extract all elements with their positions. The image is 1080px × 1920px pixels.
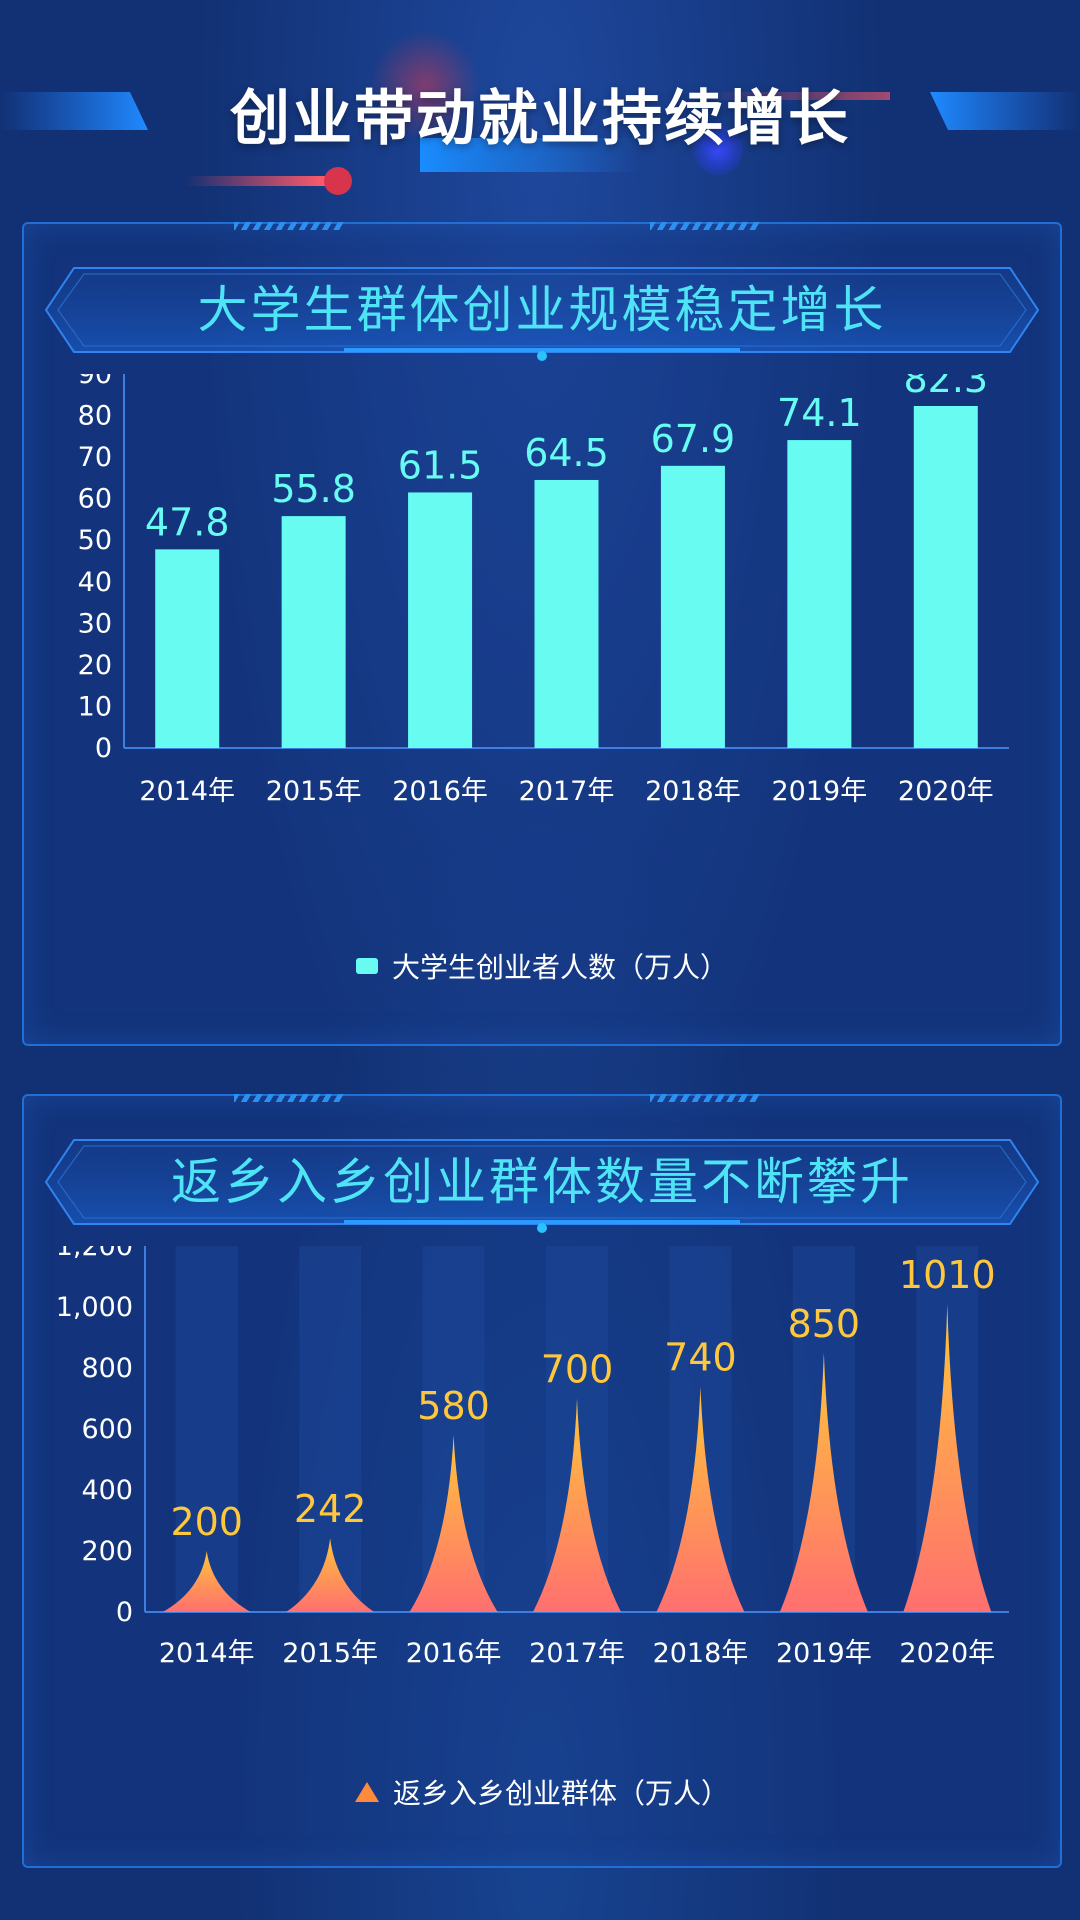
chart2-peak-chart: 0 200 400 600 800 1,000 1,200 200 2014年 242 2015年 5… xyxy=(56,1246,1009,1669)
chart1-bar xyxy=(408,492,473,748)
chart1-legend-swatch xyxy=(355,958,378,974)
chart1-y-tick-label: 70 xyxy=(78,442,112,473)
header: 创业带动就业持续增长 xyxy=(0,0,1080,200)
chart1-data-label: 64.5 xyxy=(524,431,609,475)
chart2-y-tick-label: 800 xyxy=(81,1353,133,1384)
chart1-y-tick-label: 20 xyxy=(78,650,112,681)
chart2-banner-frame xyxy=(44,1139,1040,1233)
chart1-x-tick-label: 2015年 xyxy=(266,776,362,807)
chart1-y-tick-label: 0 xyxy=(95,733,112,764)
chart2-peak xyxy=(656,1386,745,1612)
chart2-peak xyxy=(286,1538,375,1612)
chart2-y-tick-label: 400 xyxy=(81,1475,133,1506)
chart1-y-tick-label: 90 xyxy=(78,374,112,390)
chart1-y-tick-label: 30 xyxy=(78,608,112,639)
chart2-data-label: 740 xyxy=(664,1335,737,1379)
chart2-peak xyxy=(533,1398,621,1612)
chart1-legend-label: 大学生创业者人数（万人） xyxy=(391,951,728,984)
chart1-y-tick-label: 10 xyxy=(78,691,112,722)
chart2-x-tick-label: 2016年 xyxy=(406,1638,502,1669)
chart2-y-tick-label: 600 xyxy=(81,1414,133,1445)
chart2-x-tick-label: 2015年 xyxy=(282,1638,378,1669)
chart2-legend-triangle xyxy=(354,1782,379,1802)
chart1-bar-chart: 0 10 20 30 40 50 60 70 80 90 47.8 2014年 55.8 2015年 61.… xyxy=(78,374,1009,807)
chart1-data-label: 82.3 xyxy=(903,374,988,401)
chart1-y-tick-label: 60 xyxy=(78,484,112,515)
chart1-y-tick-label: 40 xyxy=(78,567,112,598)
chart1-data-label: 74.1 xyxy=(777,391,862,435)
chart1-y-tick-label: 50 xyxy=(78,525,112,556)
panel-tab-left xyxy=(234,222,344,230)
chart2-x-tick-label: 2014年 xyxy=(159,1638,255,1669)
chart1-title: 大学生群体创业规模稳定增长 xyxy=(197,281,887,339)
chart2-peak xyxy=(162,1551,251,1612)
chart1-bar xyxy=(281,516,346,748)
chart2-peak xyxy=(903,1303,992,1612)
chart1-x-tick-label: 2020年 xyxy=(898,776,994,807)
chart2-x-tick-label: 2018年 xyxy=(653,1638,749,1669)
chart1-bar xyxy=(534,479,599,748)
chart2-peak xyxy=(779,1352,868,1612)
chart2-peak xyxy=(409,1435,498,1612)
chart1-x-tick-label: 2019年 xyxy=(771,776,867,807)
chart2-data-label: 242 xyxy=(294,1487,367,1531)
chart2-y-tick-label: 200 xyxy=(81,1536,133,1567)
chart1-banner: 大学生群体创业规模稳定增长 xyxy=(44,266,1040,361)
chart2-legend-label: 返乡入乡创业群体（万人） xyxy=(392,1777,729,1810)
chart2-y-tick-label: 1,200 xyxy=(56,1246,133,1262)
chart2-y-tick-label: 1,000 xyxy=(56,1292,133,1323)
chart2-x-tick-label: 2019年 xyxy=(776,1638,872,1669)
chart2-data-label: 580 xyxy=(417,1384,490,1428)
chart2-banner: 返乡入乡创业群体数量不断攀升 xyxy=(44,1138,1040,1233)
page-title: 创业带动就业持续增长 xyxy=(230,84,850,154)
chart1-bar xyxy=(913,405,978,748)
panel-tab-right xyxy=(650,222,760,230)
chart1-data-label: 47.8 xyxy=(145,500,230,544)
chart2-data-label: 1010 xyxy=(899,1253,996,1297)
chart2-data-label: 200 xyxy=(170,1500,243,1544)
chart1-y-tick-label: 80 xyxy=(78,401,112,432)
chart2-y-tick-label: 0 xyxy=(116,1597,133,1628)
panel-tab-left xyxy=(234,1094,344,1102)
chart1-legend: 大学生创业者人数（万人） xyxy=(24,946,1060,986)
chart1-bar xyxy=(155,549,220,748)
chart1-bar xyxy=(660,465,725,748)
panel-returnee-chart: 返乡入乡创业群体数量不断攀升 0 200 400 600 800 1,000 1,200 20… xyxy=(22,1094,1062,1868)
chart1-x-tick-label: 2014年 xyxy=(139,776,235,807)
chart1-bar xyxy=(787,440,852,748)
panel-college-chart: 大学生群体创业规模稳定增长 0 10 20 30 40 50 60 70 80 90 47.8 201… xyxy=(22,222,1062,1046)
chart2-title: 返乡入乡创业群体数量不断攀升 xyxy=(171,1153,913,1211)
chart1-data-label: 61.5 xyxy=(398,443,483,487)
chart1-data-label: 55.8 xyxy=(271,467,356,511)
header-decoration xyxy=(0,30,1080,195)
chart1-x-tick-label: 2018年 xyxy=(645,776,741,807)
chart2-data-label: 850 xyxy=(788,1302,861,1346)
chart2-x-tick-label: 2020年 xyxy=(899,1638,995,1669)
chart2-x-tick-label: 2017年 xyxy=(529,1638,625,1669)
chart1-x-tick-label: 2016年 xyxy=(392,776,488,807)
chart2-data-label: 700 xyxy=(541,1348,614,1392)
panel-tab-right xyxy=(650,1094,760,1102)
chart1-x-tick-label: 2017年 xyxy=(519,776,615,807)
chart1-banner-frame xyxy=(44,267,1040,361)
chart2-legend: 返乡入乡创业群体（万人） xyxy=(24,1772,1060,1812)
chart1-data-label: 67.9 xyxy=(651,417,736,461)
